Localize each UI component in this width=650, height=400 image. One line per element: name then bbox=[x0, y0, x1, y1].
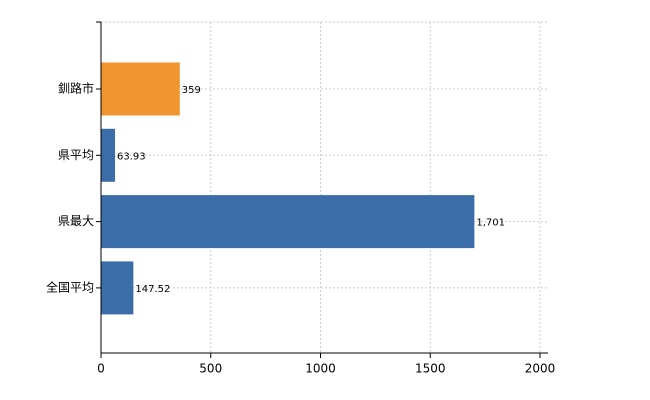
y-tick-label: 釧路市 bbox=[58, 81, 94, 96]
value-label: 63.93 bbox=[117, 151, 146, 162]
value-label: 1,701 bbox=[476, 218, 505, 229]
value-label: 147.52 bbox=[135, 284, 170, 295]
x-tick-label: 0 bbox=[97, 362, 105, 376]
x-tick-label: 2000 bbox=[525, 362, 556, 376]
value-label: 359 bbox=[182, 85, 201, 96]
x-tick-label: 1500 bbox=[415, 362, 446, 376]
bar bbox=[101, 62, 180, 116]
bar bbox=[101, 195, 475, 249]
bar bbox=[101, 128, 116, 182]
x-tick-label: 500 bbox=[199, 362, 222, 376]
bar bbox=[101, 261, 134, 315]
y-tick-label: 全国平均 bbox=[46, 279, 94, 294]
x-tick-label: 1000 bbox=[305, 362, 336, 376]
y-tick-label: 県平均 bbox=[58, 148, 94, 162]
y-tick-label: 県最大 bbox=[58, 214, 94, 228]
